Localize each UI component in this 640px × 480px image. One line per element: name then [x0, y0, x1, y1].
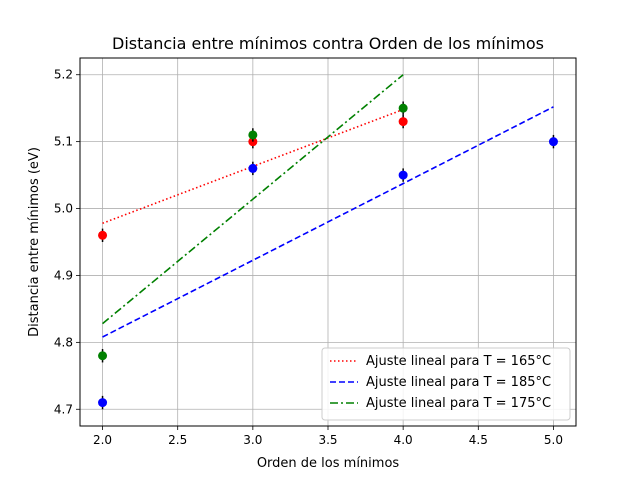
x-axis-label: Orden de los mínimos	[257, 456, 400, 471]
legend-label: Ajuste lineal para T = 185°C	[366, 375, 551, 390]
data-point-series-2	[248, 130, 258, 140]
data-point-series-0	[398, 117, 408, 127]
y-tick-label: 4.8	[54, 335, 73, 349]
legend-label: Ajuste lineal para T = 165°C	[366, 354, 551, 369]
data-points	[98, 101, 558, 410]
fit-line-series-1	[102, 106, 554, 338]
fit-line-series-2	[102, 74, 404, 325]
chart-title: Distancia entre mínimos contra Orden de …	[112, 34, 544, 53]
x-tick-label: 3.0	[243, 433, 262, 447]
ticks: 2.0 2.5 3.0 3.5 4.0 4.5 5.0 4.7 4.8 4.9 5.0 5.1 5.2	[54, 68, 563, 447]
data-point-series-2	[98, 351, 108, 361]
data-point-series-1	[398, 170, 408, 180]
y-tick-label: 5.1	[54, 135, 73, 149]
legend-label: Ajuste lineal para T = 175°C	[366, 396, 551, 411]
y-tick-label: 4.7	[54, 402, 73, 416]
grid	[80, 58, 576, 426]
legend: Ajuste lineal para T = 165°C Ajuste linea…	[321, 347, 571, 421]
y-tick-label: 5.0	[54, 202, 73, 216]
data-point-series-2	[398, 103, 408, 113]
y-axis-label: Distancia entre mínimos (eV)	[27, 147, 42, 337]
legend-box	[321, 347, 571, 421]
x-tick-label: 3.5	[318, 433, 337, 447]
y-tick-label: 4.9	[54, 268, 73, 282]
x-tick-label: 4.0	[394, 433, 413, 447]
data-point-series-0	[98, 230, 108, 240]
y-tick-label: 5.2	[54, 68, 73, 82]
data-point-series-1	[98, 398, 108, 408]
x-tick-label: 4.5	[469, 433, 488, 447]
data-point-series-1	[548, 137, 558, 147]
x-tick-label: 2.0	[93, 433, 112, 447]
data-point-series-1	[248, 163, 258, 173]
x-tick-label: 2.5	[168, 433, 187, 447]
x-tick-label: 5.0	[544, 433, 563, 447]
